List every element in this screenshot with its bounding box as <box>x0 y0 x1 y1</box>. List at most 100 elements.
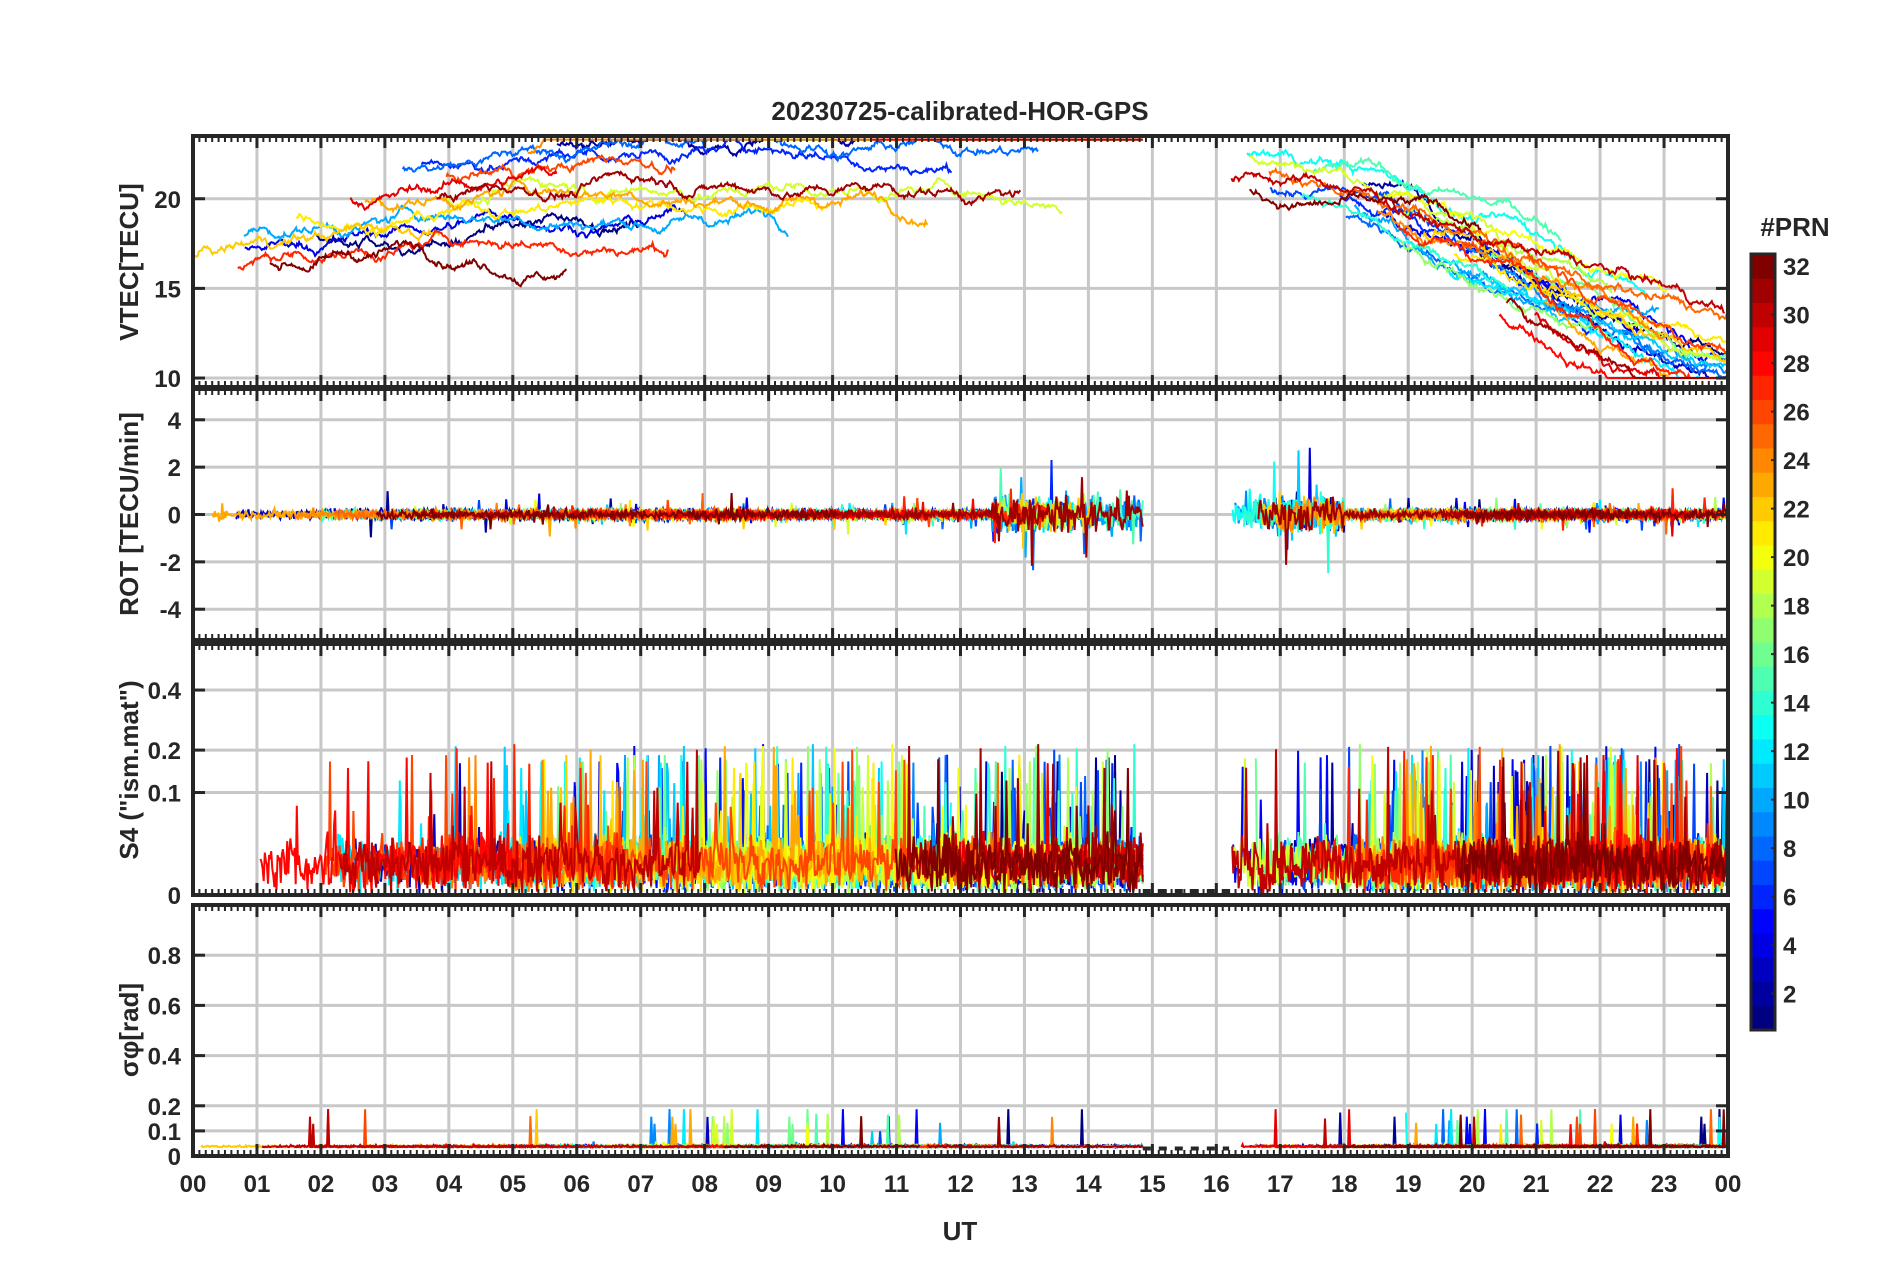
colorbar-swatch <box>1751 811 1775 837</box>
x-tick-label: 11 <box>884 1171 909 1198</box>
trace-prn-30 <box>339 749 702 893</box>
y-tick-label: 0.1 <box>148 781 181 808</box>
x-tick-label: 12 <box>947 1171 974 1198</box>
colorbar-swatch <box>1751 714 1775 740</box>
trace-prn-32 <box>375 493 838 530</box>
colorbar-tick-label: 28 <box>1783 351 1810 378</box>
trace-prn-21 <box>1453 252 1728 347</box>
x-tick-label: 03 <box>372 1171 399 1198</box>
trace-prn-32 <box>723 1116 921 1150</box>
trace-prn-15 <box>1312 156 1562 242</box>
panel-sigma-ylabel: σφ[rad] <box>114 983 144 1077</box>
colorbar-swatch <box>1751 326 1775 352</box>
panel-s4-frame <box>191 642 1730 897</box>
x-tick-label: 09 <box>755 1171 782 1198</box>
colorbar-tick-label: 26 <box>1783 400 1810 427</box>
trace-prn-2 <box>1361 178 1566 298</box>
colorbar-tick-label: 12 <box>1783 739 1810 766</box>
trace-prn-18 <box>1400 206 1613 294</box>
colorbar-swatch <box>1751 666 1775 691</box>
y-tick-label: 0.6 <box>148 993 181 1020</box>
y-tick-label: -2 <box>160 550 181 577</box>
trace-prn-17 <box>1401 241 1613 343</box>
panel-vtec-yticklabels: 10 15 20 <box>154 187 181 393</box>
x-tick-label: 07 <box>627 1171 654 1198</box>
panel-sigma: 00.10.2 0.4 0.6 0.8 σφ[rad] <box>114 903 1730 1171</box>
colorbar-swatch <box>1751 908 1775 934</box>
x-tick-label: 13 <box>1011 1171 1038 1198</box>
trace-prn-19 <box>443 175 1063 215</box>
colorbar-swatch <box>1751 375 1775 400</box>
y-tick-label: 0.4 <box>148 1044 182 1071</box>
colorbar-tick-label: 2 <box>1783 982 1796 1009</box>
colorbar-label: #PRN <box>1760 212 1829 242</box>
colorbar-tick-label: 32 <box>1783 254 1810 281</box>
x-tick-label: 01 <box>244 1171 271 1198</box>
trace-prn-31 <box>1505 297 1728 379</box>
colorbar-swatch <box>1751 520 1775 546</box>
x-tick-label: 04 <box>435 1171 462 1198</box>
trace-prn-30 <box>261 1108 711 1150</box>
trace-prn-31 <box>783 477 1144 566</box>
y-tick-label: 10 <box>154 366 181 393</box>
x-tick-label: 15 <box>1139 1171 1166 1198</box>
trace-prn-32 <box>1462 502 1728 528</box>
y-tick-label: 0.2 <box>148 738 181 765</box>
trace-prn-26 <box>1399 745 1694 893</box>
trace-prn-6 <box>420 138 952 177</box>
y-tick-label: 0.2 <box>148 1094 181 1121</box>
panel-sigma-yticklabels: 00.10.2 0.4 0.6 0.8 <box>148 943 182 1171</box>
panel-s4-traces <box>259 744 1728 895</box>
y-tick-label: 0.8 <box>148 943 181 970</box>
panel-rot-traces <box>211 447 1728 574</box>
colorbar-tick-label: 6 <box>1783 885 1796 912</box>
panel-s4-ylabel: S4 ("ism.mat") <box>114 680 144 859</box>
panel-rot-frame <box>191 387 1730 642</box>
trace-prn-23 <box>364 177 929 229</box>
x-tick-label: 18 <box>1331 1171 1358 1198</box>
trace-prn-20 <box>1389 191 1668 293</box>
panel-vtec: 10 15 20 VTEC[TECU] <box>114 134 1730 393</box>
panel-s4-yticklabels: 0 0.1 0.2 0.4 <box>148 678 182 910</box>
colorbar-swatch <box>1751 1005 1775 1031</box>
trace-prn-1 <box>315 212 639 257</box>
x-tick-label: 16 <box>1203 1171 1230 1198</box>
x-tick-label: 21 <box>1523 1171 1550 1198</box>
trace-prn-9 <box>1467 246 1728 376</box>
colorbar-swatches <box>1751 254 1775 1031</box>
panel-vtec-ylabel: VTEC[TECU] <box>114 183 144 340</box>
x-tick-label: 08 <box>691 1171 718 1198</box>
trace-prn-26 <box>1461 238 1728 355</box>
x-tick-label: 17 <box>1267 1171 1294 1198</box>
trace-prn-28 <box>259 757 516 894</box>
panel-rot-yticklabels: -4 -2 0 2 4 <box>160 408 182 624</box>
y-tick-label: 0.1 <box>148 1119 181 1146</box>
colorbar-tick-label: 24 <box>1783 448 1810 475</box>
colorbar-swatch <box>1751 763 1775 788</box>
trace-prn-32 <box>894 759 1144 894</box>
y-tick-label: 15 <box>154 276 181 303</box>
trace-prn-27 <box>1397 225 1728 379</box>
y-tick-label: 20 <box>154 187 181 214</box>
x-tick-label: 23 <box>1651 1171 1678 1198</box>
panel-rot: -4 -2 0 2 4 ROT [TECU/min] <box>114 387 1730 642</box>
x-tick-label: 10 <box>819 1171 846 1198</box>
x-tick-labels: 00 01 02 03 04 05 06 07 08 09 10 11 12 13 14 15 16 17 18 19… <box>180 1171 1742 1198</box>
colorbar-tick-label: 16 <box>1783 642 1810 669</box>
colorbar-swatch <box>1751 617 1775 643</box>
colorbar-swatch <box>1751 278 1775 303</box>
trace-prn-31 <box>436 170 1022 207</box>
x-tick-label: 20 <box>1459 1171 1486 1198</box>
colorbar-tick-label: 10 <box>1783 788 1810 815</box>
colorbar-swatch <box>1751 423 1775 449</box>
panel-s4: 0 0.1 0.2 0.4 S4 ("ism.mat") <box>114 642 1730 910</box>
y-tick-label: 0.4 <box>148 678 182 705</box>
colorbar-frame <box>1749 252 1777 1032</box>
y-tick-label: 0 <box>168 503 181 530</box>
colorbar-swatch <box>1751 472 1775 497</box>
trace-prn-26 <box>445 153 676 184</box>
trace-prn-27 <box>237 229 669 271</box>
